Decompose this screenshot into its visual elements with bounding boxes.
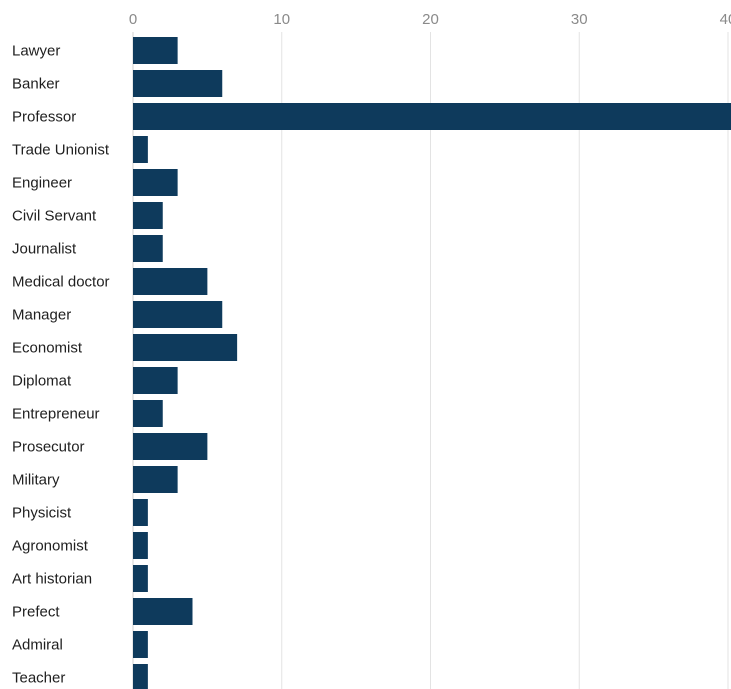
bar-lawyer [133,37,178,64]
category-label: Medical doctor [12,274,110,291]
bar-economist [133,334,238,361]
category-label: Art historian [12,571,92,588]
bars [133,37,731,689]
bar-agronomist [133,532,148,559]
bar-engineer [133,169,178,196]
category-label: Manager [12,307,71,324]
bar-physicist [133,499,148,526]
category-label: Teacher [12,670,65,687]
category-label: Admiral [12,637,63,654]
bar-professor [133,103,731,130]
bar-trade-unionist [133,136,148,163]
category-label: Economist [12,340,83,357]
x-tick-label: 10 [273,11,290,28]
category-label: Prosecutor [12,439,85,456]
category-label: Prefect [12,604,60,621]
category-label: Trade Unionist [12,142,110,159]
category-label: Entrepreneur [12,406,100,423]
bar-banker [133,70,223,97]
bar-art-historian [133,565,148,592]
category-label: Agronomist [12,538,89,555]
category-label: Military [12,472,60,489]
bar-teacher [133,664,148,689]
bar-civil-servant [133,202,163,229]
category-label: Journalist [12,241,77,258]
category-label: Engineer [12,175,72,192]
category-label: Professor [12,109,76,126]
x-tick-label: 40 [720,11,731,28]
bar-diplomat [133,367,178,394]
bar-admiral [133,631,148,658]
category-label: Physicist [12,505,72,522]
bar-entrepreneur [133,400,163,427]
category-label: Banker [12,76,60,93]
bar-medical-doctor [133,268,208,295]
bar-military [133,466,178,493]
bar-manager [133,301,223,328]
bar-prefect [133,598,193,625]
category-labels: Lawyer Banker Professor Trade Unionist Engin… [12,43,110,687]
category-label: Diplomat [12,373,72,390]
x-tick-label: 20 [422,11,439,28]
x-tick-label: 0 [129,11,137,28]
x-tick-label: 30 [571,11,588,28]
x-tick-labels: 0 10 20 30 40 [129,11,731,28]
category-label: Lawyer [12,43,60,60]
bar-prosecutor [133,433,208,460]
category-label: Civil Servant [12,208,97,225]
bar-journalist [133,235,163,262]
